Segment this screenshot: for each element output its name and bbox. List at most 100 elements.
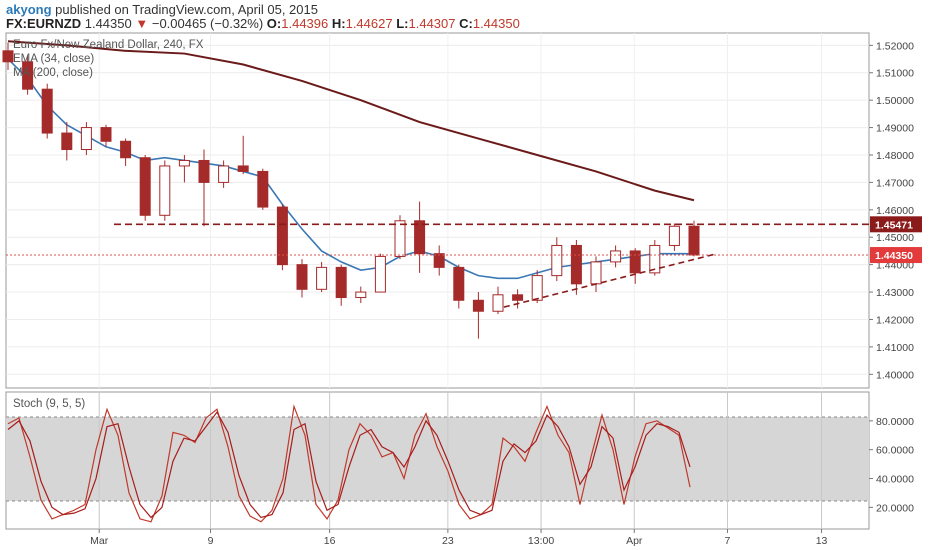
author-link[interactable]: akyong xyxy=(6,2,52,17)
price-tick-label: 1.49000 xyxy=(876,123,914,135)
candle xyxy=(276,204,288,271)
price-tick-label: 1.42000 xyxy=(876,314,914,326)
price-pane[interactable] xyxy=(5,32,870,389)
candle xyxy=(629,248,641,284)
current-price-label: 1.44350 xyxy=(875,250,913,262)
candle-body xyxy=(668,225,680,246)
candle xyxy=(61,122,73,161)
candle-body xyxy=(688,225,700,256)
candle-body xyxy=(394,220,406,257)
time-tick-label: 13 xyxy=(816,535,828,547)
candle-body xyxy=(257,170,269,208)
candle-body xyxy=(374,255,386,293)
candle xyxy=(139,154,151,221)
high-label: H: xyxy=(331,16,346,31)
low-value: 1.44307 xyxy=(408,16,456,31)
time-tick-label: Apr xyxy=(626,535,643,547)
price-tick-label: 1.45000 xyxy=(876,232,914,244)
time-axis[interactable]: Mar 9 16 23 13:00 Apr 7 13 xyxy=(90,529,828,547)
price-tick-label: 1.51000 xyxy=(876,68,914,80)
candle-body xyxy=(433,253,445,268)
candle xyxy=(472,292,484,339)
stoch-axis[interactable]: 80.0000 60.0000 40.0000 20.0000 xyxy=(869,416,914,515)
price-tick-label: 1.46000 xyxy=(876,205,914,217)
open-value: 1.44396 xyxy=(281,16,329,31)
price-axis[interactable]: 1.52000 1.51000 1.50000 1.49000 1.48000 1.470… xyxy=(869,40,914,381)
stoch-series xyxy=(7,404,691,523)
candle-body xyxy=(139,157,151,216)
candle-body xyxy=(492,294,504,312)
stoch-title[interactable]: Stoch (9, 5, 5) xyxy=(13,398,85,410)
candle-body xyxy=(590,261,602,285)
candle xyxy=(80,122,92,155)
candle-body xyxy=(512,294,524,301)
candle-body xyxy=(41,88,53,134)
stoch-tick-label: 60.0000 xyxy=(876,445,914,457)
candle xyxy=(394,215,406,260)
candle xyxy=(335,264,347,306)
low-label: L: xyxy=(396,16,409,31)
time-tick-label: 16 xyxy=(324,535,336,547)
price-change: −0.00465 (−0.32%) xyxy=(151,16,264,31)
candle-body xyxy=(100,127,112,142)
candle xyxy=(257,168,269,210)
candle-body xyxy=(22,61,34,90)
candle xyxy=(2,42,14,71)
candle xyxy=(316,261,328,293)
stoch-k-line xyxy=(7,404,691,523)
candle-body xyxy=(649,244,661,274)
candle xyxy=(198,149,210,227)
price-tick-label: 1.43000 xyxy=(876,287,914,299)
candle-body xyxy=(198,159,210,183)
candle xyxy=(296,259,308,298)
indicator-ma-label[interactable]: MA (200, close) xyxy=(13,67,93,79)
candle xyxy=(433,245,445,276)
candle-body xyxy=(551,244,563,277)
price-levels: 1.45471 1.44350 xyxy=(6,216,922,308)
close-value: 1.44350 xyxy=(472,16,520,31)
candle xyxy=(218,160,230,188)
candle xyxy=(668,223,680,251)
candle xyxy=(610,245,622,268)
candle xyxy=(551,237,563,282)
candle-body xyxy=(237,165,249,172)
publish-text: published on TradingView.com, April 05, … xyxy=(55,2,318,17)
candle-body xyxy=(159,165,171,216)
price-tick-label: 1.40000 xyxy=(876,369,914,381)
symbol[interactable]: FX:EURNZD xyxy=(6,16,82,31)
candle-body xyxy=(531,275,543,301)
candle-body xyxy=(355,291,367,299)
high-value: 1.44627 xyxy=(345,16,393,31)
candle-body xyxy=(61,132,73,151)
chart-title: Euro Fx/New Zealand Dollar, 240, FX xyxy=(13,39,204,51)
time-tick-label: 9 xyxy=(208,535,214,547)
candle-body xyxy=(629,250,641,274)
ma-200-line xyxy=(7,40,695,202)
stoch-tick-label: 40.0000 xyxy=(876,474,914,486)
candle-body xyxy=(296,264,308,290)
stoch-band xyxy=(6,417,869,501)
resistance-price-tag xyxy=(870,216,922,233)
candle xyxy=(120,138,132,166)
candle xyxy=(100,124,112,147)
candle-body xyxy=(80,127,92,151)
candle-body xyxy=(276,206,288,266)
close-label: C: xyxy=(459,16,473,31)
candle xyxy=(531,270,543,304)
stoch-tick-label: 20.0000 xyxy=(876,502,914,514)
candle-body xyxy=(2,50,14,63)
candle xyxy=(159,160,171,221)
candle xyxy=(512,289,524,309)
indicator-ema-label[interactable]: EMA (34, close) xyxy=(13,53,94,65)
publish-info: akyong published on TradingView.com, Apr… xyxy=(6,2,318,17)
symbol-info: FX:EURNZD 1.44350 ▼ −0.00465 (−0.32%) O:… xyxy=(6,16,520,31)
candle-body xyxy=(316,266,328,290)
price-tick-label: 1.47000 xyxy=(876,177,914,189)
candle-body xyxy=(610,250,622,263)
candle-body xyxy=(120,140,132,159)
candle-body xyxy=(472,299,484,312)
stoch-tick-label: 80.0000 xyxy=(876,416,914,428)
stoch-d-line xyxy=(7,411,691,519)
